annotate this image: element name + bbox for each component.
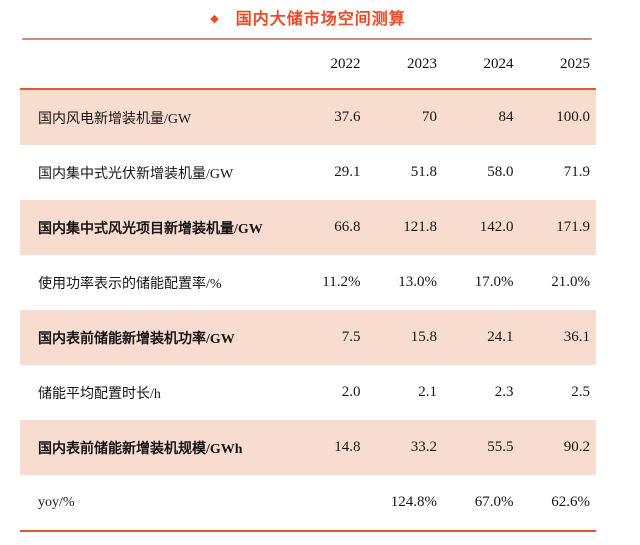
cell-value: 36.1 <box>519 310 596 365</box>
cell-value: 51.8 <box>410 164 437 180</box>
column-header-2022: 2022 <box>290 40 367 90</box>
row-label: 使用功率表示的储能配置率/% <box>38 276 222 292</box>
column-header-2024: 2024 <box>443 40 520 90</box>
cell-value: 121.8 <box>366 200 443 255</box>
cell-value: 55.5 <box>443 420 520 475</box>
table-row: 国内集中式光伏新增装机量/GW 29.1 51.8 58.0 71.9 <box>20 145 596 200</box>
cell-value: 14.8 <box>290 420 367 475</box>
cell-value: 124.8% <box>390 494 437 510</box>
cell-value <box>290 475 367 531</box>
cell-value: 13.0% <box>398 274 437 290</box>
cell-value: 84 <box>443 89 520 145</box>
column-header-2023: 2023 <box>366 40 443 90</box>
cell-value: 2.3 <box>494 384 514 400</box>
cell-value: 171.9 <box>519 200 596 255</box>
row-label: 国内表前储能新增装机规模/GWh <box>20 420 290 475</box>
title-underline <box>22 38 592 40</box>
cell-value: 67.0% <box>474 494 514 510</box>
cell-value: 11.2% <box>322 274 361 290</box>
table-row: 储能平均配置时长/h 2.0 2.1 2.3 2.5 <box>20 365 596 420</box>
row-label: 国内表前储能新增装机功率/GW <box>20 310 290 365</box>
table-row: 国内集中式风光项目新增装机量/GW 66.8 121.8 142.0 171.9 <box>20 200 596 255</box>
cell-value: 24.1 <box>443 310 520 365</box>
cell-value: 58.0 <box>487 164 514 180</box>
table-row: 国内风电新增装机量/GW 37.6 70 84 100.0 <box>20 89 596 145</box>
diamond-icon: ◆ <box>210 13 219 25</box>
cell-value: 142.0 <box>443 200 520 255</box>
table-row: 国内表前储能新增装机功率/GW 7.5 15.8 24.1 36.1 <box>20 310 596 365</box>
table-row: 国内表前储能新增装机规模/GWh 14.8 33.2 55.5 90.2 <box>20 420 596 475</box>
table-body: 国内风电新增装机量/GW 37.6 70 84 100.0 国内集中式光伏新增装… <box>20 89 596 531</box>
row-label: 国内集中式光伏新增装机量/GW <box>38 166 234 182</box>
figure-title-text: 国内大储市场空间测算 <box>235 11 406 28</box>
header-row: 2022 2023 2024 2025 <box>20 40 596 90</box>
header-empty-cell <box>20 40 290 90</box>
cell-value: 2.5 <box>571 384 590 400</box>
cell-value: 2.1 <box>418 384 437 400</box>
cell-value: 66.8 <box>290 200 367 255</box>
cell-value: 29.1 <box>334 164 361 180</box>
table-header: 2022 2023 2024 2025 <box>20 40 596 90</box>
table-row: yoy/% 124.8% 67.0% 62.6% <box>20 475 596 531</box>
data-table: 2022 2023 2024 2025 国内风电新增装机量/GW 37.6 70… <box>20 40 596 532</box>
row-label: yoy/% <box>38 494 75 510</box>
cell-value: 17.0% <box>474 274 514 290</box>
column-header-2025: 2025 <box>519 40 596 90</box>
cell-value: 21.0% <box>551 274 590 290</box>
cell-value: 15.8 <box>366 310 443 365</box>
cell-value: 37.6 <box>290 89 367 145</box>
cell-value: 90.2 <box>519 420 596 475</box>
cell-value: 33.2 <box>366 420 443 475</box>
cell-value: 7.5 <box>290 310 367 365</box>
figure-title: ◆ 国内大储市场空间测算 <box>20 0 596 30</box>
cell-value: 70 <box>366 89 443 145</box>
table-row: 使用功率表示的储能配置率/% 11.2% 13.0% 17.0% 21.0% <box>20 255 596 310</box>
cell-value: 2.0 <box>341 384 361 400</box>
row-label: 储能平均配置时长/h <box>38 386 161 402</box>
row-label: 国内集中式风光项目新增装机量/GW <box>20 200 290 255</box>
row-label: 国内风电新增装机量/GW <box>20 89 290 145</box>
cell-value: 100.0 <box>519 89 596 145</box>
cell-value: 62.6% <box>551 494 590 510</box>
cell-value: 71.9 <box>563 164 590 180</box>
